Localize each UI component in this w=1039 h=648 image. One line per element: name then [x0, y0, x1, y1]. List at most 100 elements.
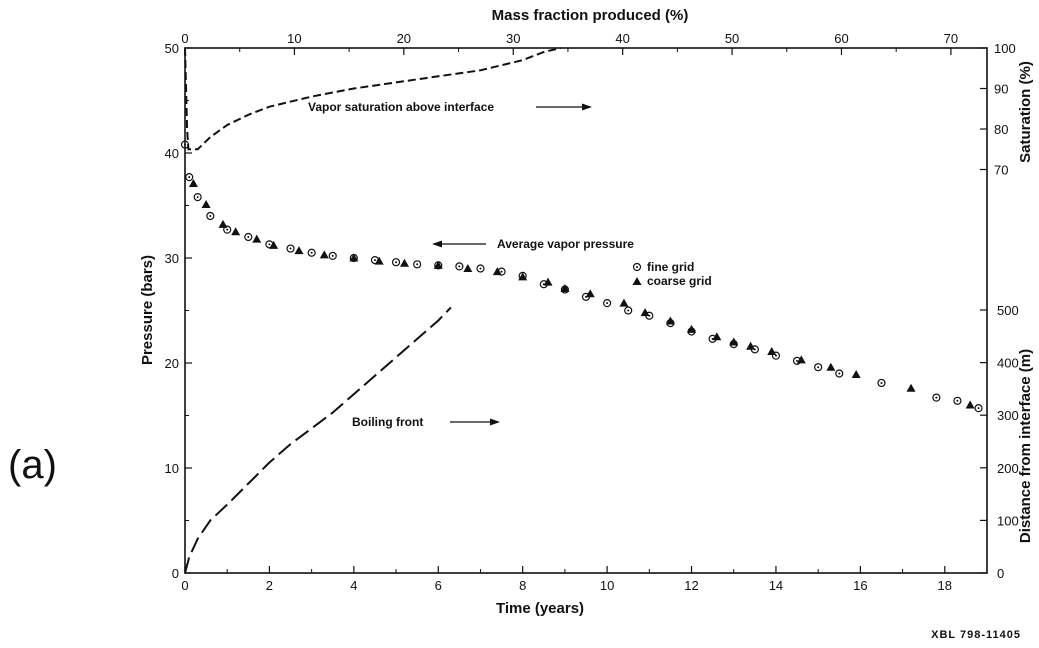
coarse-grid-point: [543, 277, 553, 286]
y-tick-label: 40: [165, 146, 179, 161]
boiling-annotation: Boiling front: [352, 415, 423, 429]
x-tick-label: 4: [350, 578, 357, 593]
pressure-annotation: Average vapor pressure: [497, 237, 634, 251]
fine-grid-point: [624, 306, 633, 315]
coarse-grid-point: [826, 362, 836, 371]
y-tick-label: 30: [165, 251, 179, 266]
curves: [184, 47, 561, 574]
fine-grid-point-center: [416, 263, 419, 266]
fine-grid-point: [877, 378, 886, 388]
y2-distance-tick-label: 400: [997, 356, 1019, 371]
fine-grid-point-center: [479, 267, 482, 270]
fine-grid-point: [771, 351, 781, 360]
fine-grid-point-center: [373, 259, 376, 262]
y2-distance-tick-label: 500: [997, 303, 1019, 318]
fine-grid-point-center: [977, 407, 980, 410]
legend-fine-grid-marker: [632, 262, 642, 272]
coarse-grid-point: [851, 370, 861, 379]
fine-grid-point-center: [247, 236, 250, 238]
fine-grid-point-center: [310, 251, 313, 254]
coarse-grid-point: [640, 308, 650, 317]
fine-grid-point: [180, 140, 190, 149]
fine-grid-point-center: [796, 359, 799, 362]
y2-saturation-tick-label: 80: [994, 122, 1008, 137]
fine-grid-point: [307, 248, 316, 257]
coarse-grid-point: [585, 289, 595, 298]
coarse-grid-point: [463, 264, 473, 272]
fine-grid-point-center: [188, 176, 191, 179]
figure-id: XBL 798-11405: [931, 629, 1021, 641]
coarse-grid-point: [269, 240, 279, 249]
x2-axis-label: Mass fraction produced (%): [492, 7, 689, 24]
legend-coarse-grid-label: coarse grid: [647, 274, 712, 288]
boiling-front-curve: [184, 306, 452, 574]
fine-grid-point-center: [289, 247, 292, 250]
coarse-grid-point: [796, 355, 806, 364]
y2-saturation-tick-label: 90: [994, 82, 1008, 97]
coarse-grid-point: [374, 256, 384, 265]
coarse-grid-point: [231, 227, 241, 236]
y2-distance-label: Distance from interface (m): [1017, 349, 1034, 543]
fine-grid-point-center: [838, 372, 841, 375]
x2-tick-label: 0: [181, 31, 188, 46]
saturation-annotation: Vapor saturation above interface: [308, 100, 494, 114]
x-tick-label: 2: [266, 578, 273, 593]
y2-distance-tick-label: 200: [997, 461, 1019, 476]
coarse-grid-point: [201, 199, 211, 208]
fine-grid-point-center: [209, 215, 212, 217]
x-tick-label: 12: [684, 578, 698, 593]
fine-grid-point-center: [817, 366, 820, 369]
x-tick-label: 16: [853, 578, 867, 593]
coarse-grid-point: [188, 178, 198, 187]
fine-grid-point-center: [880, 381, 883, 384]
fine-grid-point: [953, 396, 962, 405]
coarse-grid-point: [965, 400, 975, 409]
y2-saturation-tick-label: 70: [994, 163, 1008, 178]
saturation-curve: [184, 47, 561, 151]
fine-grid-point-center: [226, 228, 229, 231]
x-axis-label: Time (years): [496, 600, 584, 617]
x2-tick-label: 10: [287, 31, 301, 46]
fine-grid-point-center: [956, 399, 959, 402]
coarse-grid-point: [433, 260, 443, 269]
x-tick-label: 6: [435, 578, 442, 593]
fine-grid-point: [391, 258, 401, 267]
fine-grid-point: [835, 369, 844, 378]
pressure-arrowhead-icon: [432, 240, 442, 248]
fine-grid-point: [328, 251, 337, 260]
fine-grid-point-center: [774, 354, 777, 357]
x2-tick-label: 60: [834, 31, 848, 46]
fine-grid-point-center: [184, 143, 186, 146]
coarse-grid-point: [518, 272, 528, 281]
x2-tick-label: 20: [397, 31, 411, 46]
coarse-grid-point: [712, 332, 722, 341]
coarse-grid-point: [252, 234, 262, 243]
fine-grid-point-center: [627, 309, 630, 312]
y2-distance-tick-label: 300: [997, 408, 1019, 423]
data-markers: [180, 140, 983, 413]
coarse-grid-point: [665, 316, 675, 325]
fine-grid-point: [603, 299, 612, 308]
coarse-grid-point: [687, 324, 697, 333]
coarse-grid-point: [729, 337, 739, 346]
coarse-grid-point: [399, 258, 409, 267]
coarse-grid-point: [746, 341, 756, 350]
x2-tick-label: 30: [506, 31, 520, 46]
x-tick-label: 0: [181, 578, 188, 593]
boiling-arrowhead-icon: [490, 418, 500, 426]
x-tick-label: 18: [938, 578, 952, 593]
fine-grid-point-center: [395, 261, 398, 264]
y2-saturation-tick-label: 100: [994, 41, 1016, 56]
fine-grid-point-center: [458, 265, 461, 268]
axis-ticks: 0 2 4 6 8 10 12 14 16 18 0 10 20 30 40 50 60 70 0 10 20 30 40 5…: [165, 31, 1019, 593]
fine-grid-point: [974, 404, 983, 413]
fine-grid-point-center: [500, 270, 503, 273]
plot-border: [184, 47, 988, 574]
fine-grid-point: [286, 244, 295, 253]
fine-grid-point: [223, 225, 232, 234]
y-tick-label: 10: [165, 461, 179, 476]
x2-tick-label: 40: [615, 31, 629, 46]
legend-fine-grid-marker-dot: [636, 266, 638, 268]
fine-grid-point: [455, 262, 464, 271]
